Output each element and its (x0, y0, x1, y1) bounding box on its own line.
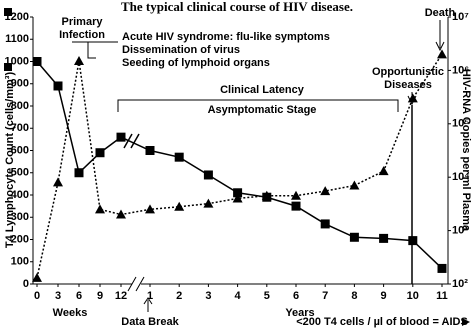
annotation: Clinical Latency (220, 84, 305, 96)
square-marker (233, 188, 243, 198)
square-marker (116, 132, 126, 142)
triangle-marker (261, 190, 272, 200)
x-tick-label: 7 (322, 290, 328, 302)
square-marker (145, 146, 155, 155)
y-tick-label: 700 (11, 122, 29, 134)
annotation: Seeding of lymphoid organs (122, 57, 270, 69)
square-marker (408, 236, 418, 246)
square-marker (203, 170, 213, 180)
triangle-marker (203, 198, 214, 208)
triangle-marker (291, 190, 301, 200)
annotation: Opportunistic (372, 66, 444, 78)
triangle-marker (74, 55, 84, 65)
x-tick-label: 6 (76, 290, 82, 302)
y2-tick-label: 10⁶ (452, 64, 469, 76)
x-tick-label: 0 (34, 290, 40, 302)
x-tick-label: 11 (436, 290, 448, 302)
x-tick-label: 5 (264, 290, 270, 302)
square-marker (53, 81, 63, 91)
y-tick-label: 500 (11, 167, 29, 179)
y-tick-label: 400 (11, 189, 29, 201)
annotation: Primary (62, 16, 104, 28)
triangle-marker (53, 177, 63, 187)
annotation: Acute HIV syndrome: flu-like symptoms (122, 31, 330, 43)
triangle-marker (145, 204, 155, 214)
annotation: Infection (59, 29, 105, 41)
x-tick-label: 9 (381, 290, 387, 302)
x-tick-label: 8 (351, 290, 357, 302)
square-marker (74, 168, 84, 178)
triangle-marker (232, 193, 243, 203)
y-tick-label: 1000 (5, 55, 29, 67)
y-tick-label: 800 (11, 100, 29, 112)
square-marker (320, 219, 330, 229)
x-tick-label: 9 (97, 290, 103, 302)
death-arrow (435, 20, 445, 52)
x-tick-label: 4 (235, 290, 242, 302)
triangle-marker (407, 93, 418, 103)
y-tick-label: 1200 (5, 11, 29, 23)
triangle-marker (378, 166, 389, 176)
latency-bracket (117, 99, 399, 112)
legend-square (4, 63, 12, 71)
y-tick-label: 200 (11, 233, 29, 245)
y2-tick-label: 10³ (452, 225, 468, 237)
x-group-label: Weeks (53, 307, 88, 319)
y2-tick-label: 10² (452, 278, 468, 290)
annotation: <200 T4 cells / µl of blood = AIDS (296, 316, 468, 328)
annotation-bracket (72, 41, 118, 59)
annotation: Asymptomatic Stage (208, 104, 317, 116)
annotation: Death (425, 7, 456, 19)
x-tick-label: 6 (293, 290, 299, 302)
annotation: Data Break (121, 316, 179, 328)
square-marker (95, 148, 105, 158)
x-tick-label: 10 (407, 290, 419, 302)
axis-break (127, 276, 145, 292)
square-marker (291, 201, 301, 211)
square-marker (437, 263, 447, 273)
x-tick-label: 12 (115, 290, 127, 302)
y-tick-label: 0 (23, 278, 29, 290)
x-tick-label: 3 (205, 290, 211, 302)
break-arrow (143, 297, 153, 312)
line-break (123, 133, 140, 149)
y-tick-label: 600 (11, 144, 29, 156)
x-group-label: Years (285, 307, 314, 319)
triangle-marker (174, 201, 185, 211)
square-marker (379, 233, 389, 243)
legend-triangle (462, 318, 470, 326)
y-tick-label: 100 (11, 256, 29, 268)
triangle-marker (32, 272, 42, 282)
chart-title: The typical clinical course of HIV disea… (121, 0, 353, 14)
triangle-marker (320, 186, 331, 196)
y-axis-title: T4 Lymphocyte Count (cells/mm³) (4, 72, 16, 249)
x-tick-label: 2 (176, 290, 182, 302)
triangle-marker (437, 49, 447, 59)
triangle-marker (116, 209, 126, 219)
triangle-marker (349, 180, 360, 190)
y2-tick-label: 10⁷ (452, 11, 469, 23)
annotation: Dissemination of virus (122, 44, 240, 56)
y2-tick-label: 10⁵ (452, 118, 469, 130)
triangle-marker (95, 204, 105, 214)
y-tick-label: 1100 (5, 33, 29, 45)
series-line (36, 61, 443, 269)
y-tick-label: 300 (11, 211, 29, 223)
x-tick-label: 3 (55, 290, 61, 302)
x-tick-label: 1 (147, 290, 153, 302)
annotation: Diseases (384, 79, 432, 91)
y2-axis-title: HIV-RNA Copies per ml Plasma (460, 69, 472, 232)
series-line (36, 53, 443, 279)
square-marker (32, 57, 42, 66)
square-marker (174, 152, 184, 162)
y-tick-label: 900 (11, 78, 29, 90)
y2-tick-label: 10⁴ (452, 171, 470, 183)
square-marker (349, 232, 359, 242)
legend-square (4, 8, 12, 16)
